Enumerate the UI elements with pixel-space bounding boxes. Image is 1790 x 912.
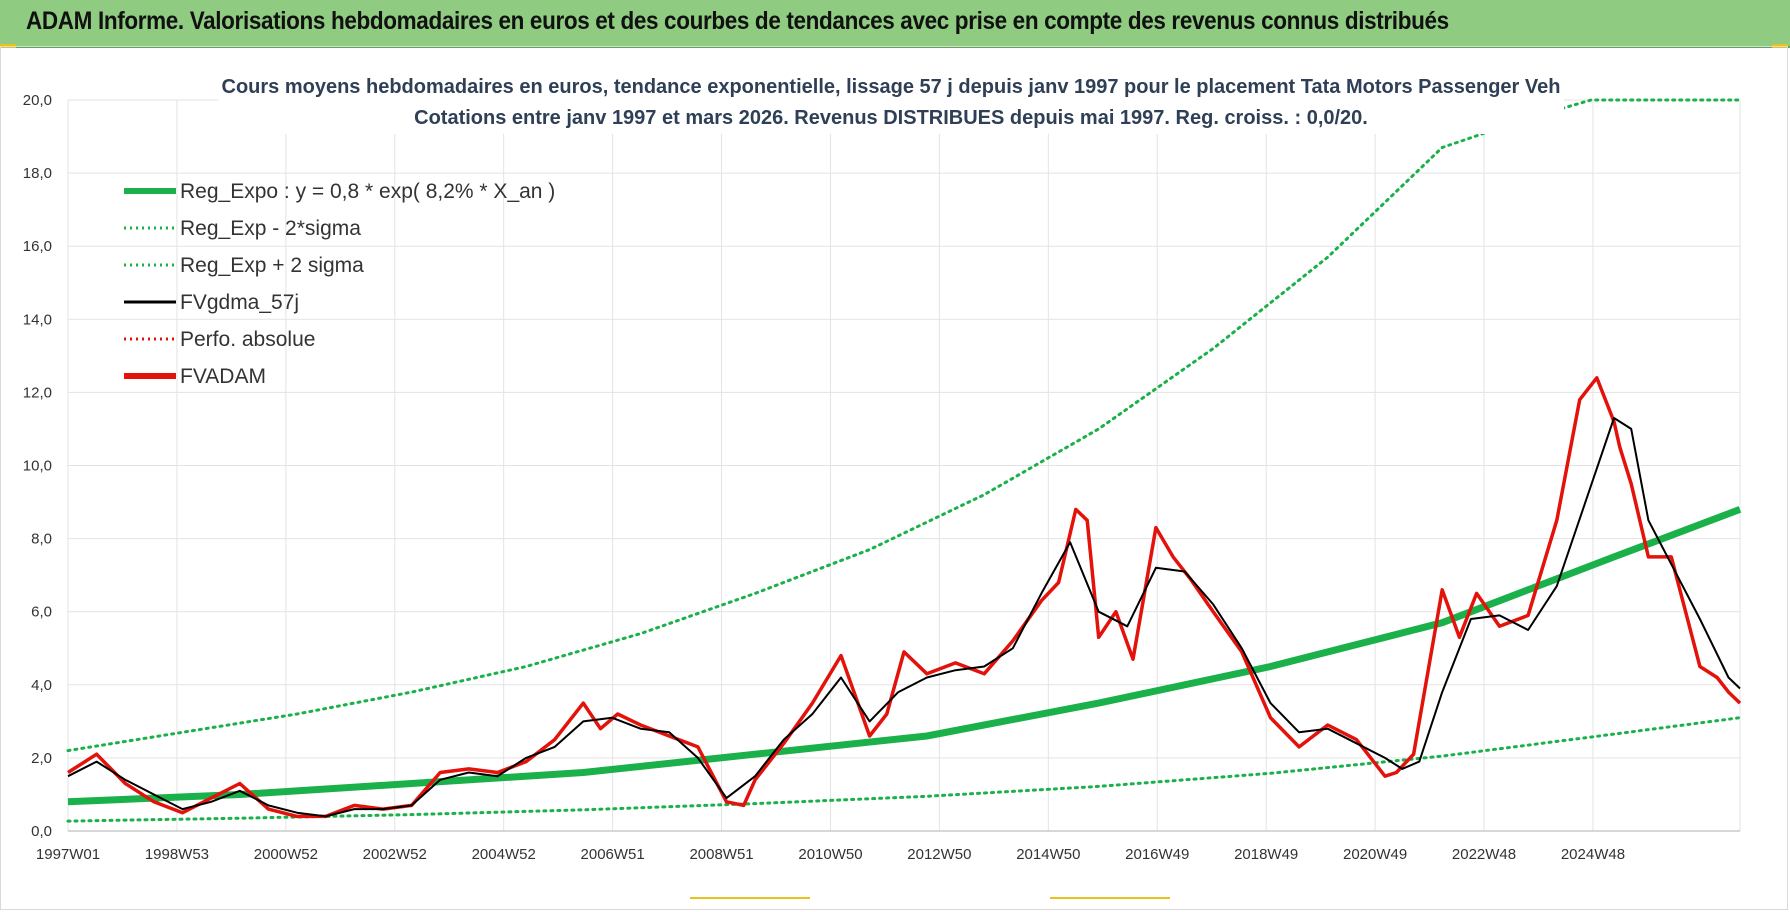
y-tick-label: 8,0 [31, 531, 52, 548]
legend-label: Reg_Exp - 2*sigma [180, 217, 361, 240]
x-axis-ticks: 1997W01 1998W53 2000W52 2002W52 2004W52 2006W… [36, 846, 1625, 863]
header-banner: ADAM Informe. Valorisations hebdomadaire… [0, 0, 1790, 48]
x-tick-label: 1997W01 [36, 846, 100, 863]
x-tick-label: 2014W50 [1016, 846, 1080, 863]
y-tick-label: 18,0 [23, 165, 52, 182]
legend-label: FVADAM [180, 365, 266, 388]
y-tick-label: 16,0 [23, 238, 52, 255]
y-tick-label: 4,0 [31, 677, 52, 694]
x-tick-label: 2016W49 [1125, 846, 1189, 863]
y-tick-label: 6,0 [31, 604, 52, 621]
series-layer [66, 98, 1742, 823]
y-tick-label: 0,0 [31, 823, 52, 840]
x-tick-label: 1998W53 [145, 846, 209, 863]
x-tick-label: 2008W51 [689, 846, 753, 863]
x-tick-label: 2010W50 [798, 846, 862, 863]
title-background [218, 62, 1564, 134]
grid [67, 99, 1741, 832]
chart-frame [0, 46, 1788, 910]
corner-mark-bottom-left [690, 897, 810, 899]
x-tick-label: 2000W52 [254, 846, 318, 863]
x-tick-label: 2006W51 [581, 846, 645, 863]
chart-title-line2: Cotations entre janv 1997 et mars 2026. … [414, 107, 1368, 129]
legend: Reg_Expo : y = 0,8 * exp( 8,2% * X_an ) R… [124, 180, 555, 388]
y-tick-label: 10,0 [23, 458, 52, 475]
x-tick-label: 2020W49 [1343, 846, 1407, 863]
x-tick-label: 2024W48 [1561, 846, 1625, 863]
x-tick-label: 2012W50 [907, 846, 971, 863]
series-regression [67, 506, 1742, 806]
y-tick-label: 12,0 [23, 384, 52, 401]
legend-label: Reg_Exp + 2 sigma [180, 254, 364, 277]
header-title: ADAM Informe. Valorisations hebdomadaire… [26, 7, 1449, 35]
series-lower-band [66, 716, 1742, 823]
x-tick-label: 2002W52 [363, 846, 427, 863]
chart-title-line1: Cours moyens hebdomadaires en euros, ten… [222, 76, 1561, 98]
y-tick-label: 2,0 [31, 750, 52, 767]
y-tick-label: 14,0 [23, 311, 52, 328]
y-axis-ticks: 0,0 2,0 4,0 6,0 8,0 10,0 12,0 14,0 16,0 18,0 20,0 [23, 92, 52, 840]
legend-label: Reg_Expo : y = 0,8 * exp( 8,2% * X_an ) [180, 180, 555, 203]
corner-mark-bottom-right [1050, 897, 1170, 899]
y-tick-label: 20,0 [23, 92, 52, 109]
legend-label: FVgdma_57j [180, 291, 299, 314]
legend-label: Perfo. absolue [180, 328, 315, 351]
x-tick-label: 2022W48 [1452, 846, 1516, 863]
x-tick-label: 2004W52 [472, 846, 536, 863]
series-fvgdma [67, 417, 1741, 818]
x-tick-label: 2018W49 [1234, 846, 1298, 863]
